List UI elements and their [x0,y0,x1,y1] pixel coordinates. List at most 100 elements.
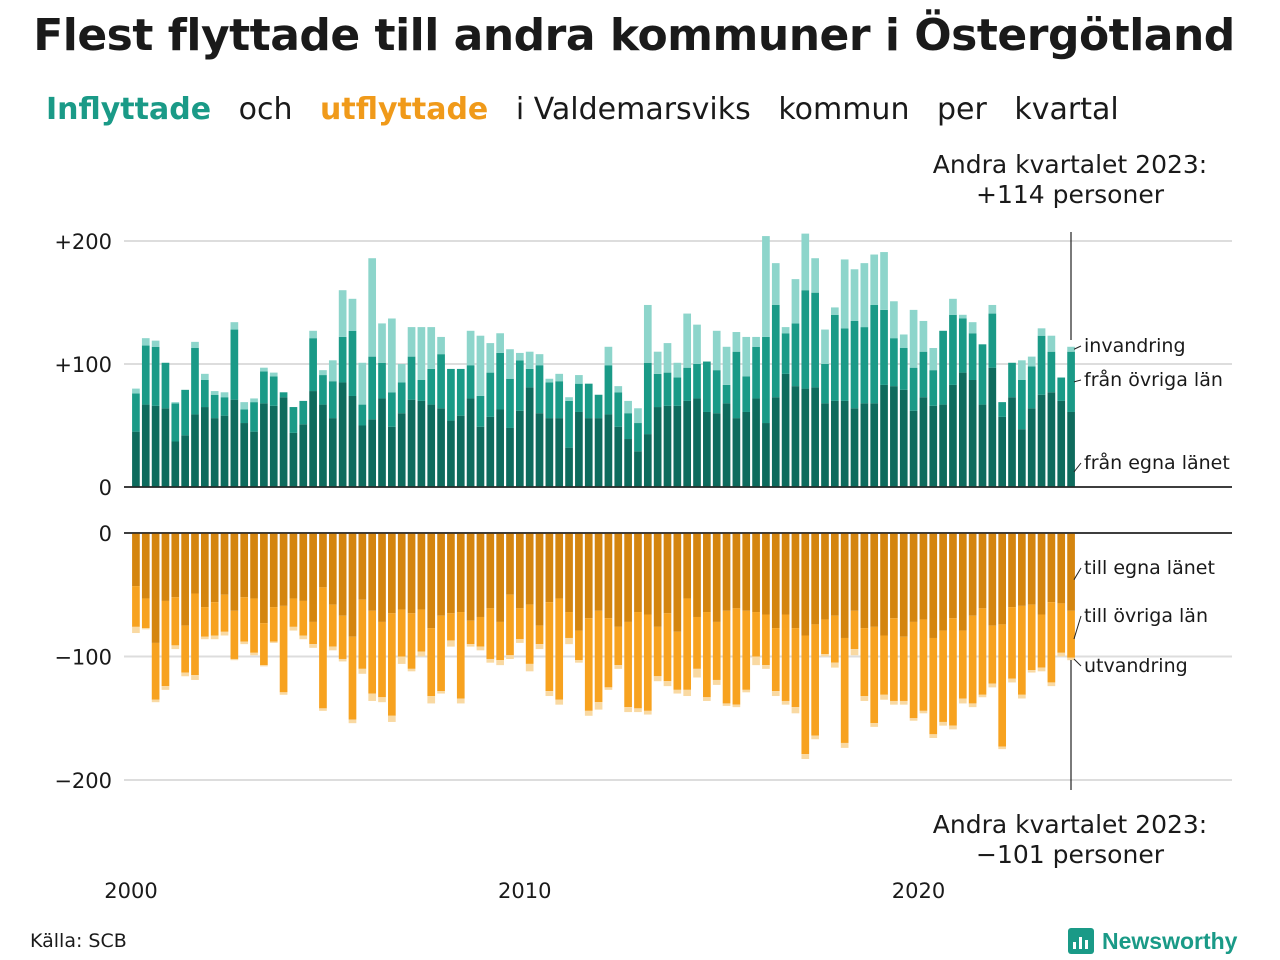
bar-out-1 [496,621,504,661]
bar-out-1 [880,635,888,695]
bar-out-1 [1018,605,1026,695]
bar-in-1 [614,392,623,427]
bar-in-1 [752,346,760,399]
bar-out-1 [821,619,829,655]
bar-out-1 [289,598,298,627]
bar-out-1 [506,594,514,656]
subtitle-utflyttade: utflyttade [320,92,489,127]
bar-in-2 [643,304,652,363]
bar-out-0 [683,533,692,599]
bar-in-0 [663,405,672,487]
bar-in-2 [565,397,573,401]
x-tick-label: 2000 [104,879,157,903]
bar-out-2 [378,697,386,703]
bar-out-2 [909,718,918,721]
bar-out-1 [466,620,475,645]
bar-out-0 [870,533,879,627]
bar-in-2 [958,314,967,319]
bar-in-1 [496,352,504,410]
series-label-top: invandring [1084,335,1186,357]
bar-out-2 [289,626,298,631]
bar-in-1 [368,356,377,420]
bar-in-1 [486,372,495,417]
bar-in-1 [811,292,819,388]
y-tick-label-top: 0 [99,476,112,500]
bar-in-0 [181,435,189,487]
bar-in-1 [1018,379,1026,430]
bar-in-0 [860,403,869,487]
bar-out-2 [338,658,347,662]
bar-in-0 [447,420,455,487]
bar-in-0 [929,405,938,487]
bar-out-2 [515,639,524,643]
series-leader-top [1073,345,1082,350]
bar-out-1 [968,615,977,704]
bar-out-0 [899,533,908,637]
bar-in-1 [968,333,977,380]
bar-out-1 [515,608,524,640]
bar-in-1 [476,395,485,427]
bar-out-0 [496,533,504,622]
subtitle-och: och [238,92,293,127]
bar-out-1 [328,604,337,647]
bar-out-2 [958,698,967,704]
bar-out-2 [525,663,534,672]
series-label-bottom: till övriga län [1084,605,1208,627]
bar-out-0 [624,533,632,622]
bar-in-0 [909,410,918,487]
bar-in-0 [703,411,711,487]
bar-out-1 [604,618,613,688]
bar-out-2 [703,697,711,701]
bar-out-2 [230,658,239,661]
bar-in-2 [132,388,140,394]
bar-in-2 [309,330,317,339]
bar-in-0 [486,416,495,487]
bar-in-2 [338,290,347,337]
bar-in-0 [141,404,150,487]
bar-out-2 [545,691,554,697]
bar-in-1 [781,333,790,374]
bar-in-1 [1047,351,1056,393]
bar-out-0 [821,533,829,620]
bar-out-1 [309,621,317,645]
bar-in-0 [673,405,682,487]
bar-in-0 [840,400,849,487]
bar-out-0 [771,533,780,629]
bar-in-0 [191,414,199,487]
bar-in-0 [132,431,140,487]
bar-in-0 [830,400,839,487]
bar-in-1 [515,360,524,411]
x-tick-label: 2020 [892,879,945,903]
bar-in-2 [988,304,997,314]
bar-out-0 [781,533,790,615]
bar-out-2 [850,649,859,656]
bar-in-0 [653,407,662,487]
bar-in-1 [840,328,849,401]
bar-out-1 [338,615,347,659]
bar-in-0 [742,411,751,487]
bar-out-0 [269,533,278,608]
bar-out-2 [466,644,475,647]
bar-in-1 [890,338,898,387]
bar-in-0 [348,395,357,487]
bar-in-0 [230,399,239,487]
bar-out-1 [752,612,760,657]
bar-out-2 [830,662,839,668]
bar-out-1 [358,599,367,669]
bar-in-2 [614,386,623,393]
bar-in-0 [919,397,928,487]
bar-in-2 [515,352,524,361]
bar-out-1 [830,615,839,663]
bar-out-0 [535,533,544,626]
annotation-top: Andra kvartalet 2023: +114 personer [920,150,1220,210]
bar-in-1 [407,356,416,400]
bar-in-1 [151,346,160,406]
bar-in-2 [673,362,682,378]
bar-in-1 [604,365,613,415]
bar-in-2 [328,360,337,382]
bar-in-0 [1037,394,1046,487]
bar-in-0 [269,405,278,487]
bar-out-0 [643,533,652,615]
bar-in-1 [899,348,908,390]
bar-out-2 [348,719,357,724]
